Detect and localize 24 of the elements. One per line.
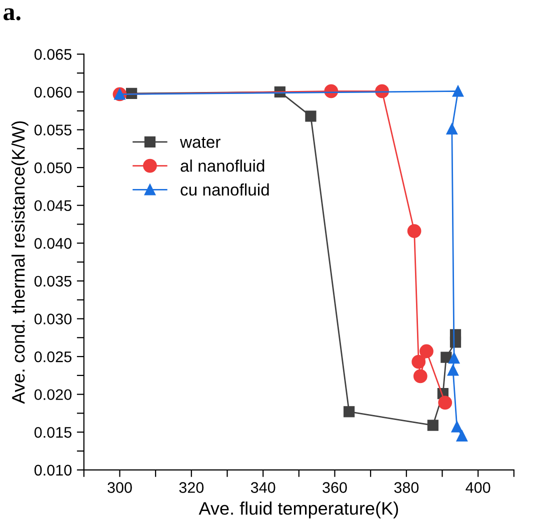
x-tick-label: 380: [394, 482, 419, 493]
y-tick-label: 0.020: [34, 389, 72, 400]
y-tick-label: 0.055: [34, 124, 72, 136]
y-tick-label: 0.010: [34, 464, 72, 476]
legend-label: al nanofluid: [180, 160, 264, 172]
y-tick-label: 0.035: [34, 276, 72, 287]
y-axis-title: Ave. cond. thermal resistance(K/W): [11, 121, 28, 404]
text: a.: [4, 8, 20, 20]
x-tick-label: 320: [179, 482, 204, 493]
x-tick-label: 400: [466, 482, 490, 493]
x-tick-label: 300: [108, 482, 132, 493]
y-tick-label: 0.040: [34, 238, 72, 249]
x-axis-title: Ave. fluid temperature(K): [198, 502, 398, 518]
y-tick-label: 0.045: [34, 200, 72, 212]
y-tick-label: 0.065: [34, 49, 72, 60]
y-tick-label: 0.060: [34, 86, 72, 98]
x-tick-label: 360: [322, 482, 347, 493]
y-tick-label: 0.025: [34, 351, 72, 362]
y-tick-label: 0.050: [34, 162, 72, 174]
legend-label: cu nanofluid: [180, 183, 269, 196]
legend-label: water: [180, 136, 220, 148]
x-tick-label: 340: [250, 482, 276, 493]
y-tick-label: 0.015: [34, 427, 72, 438]
y-tick-label: 0.030: [34, 314, 72, 324]
